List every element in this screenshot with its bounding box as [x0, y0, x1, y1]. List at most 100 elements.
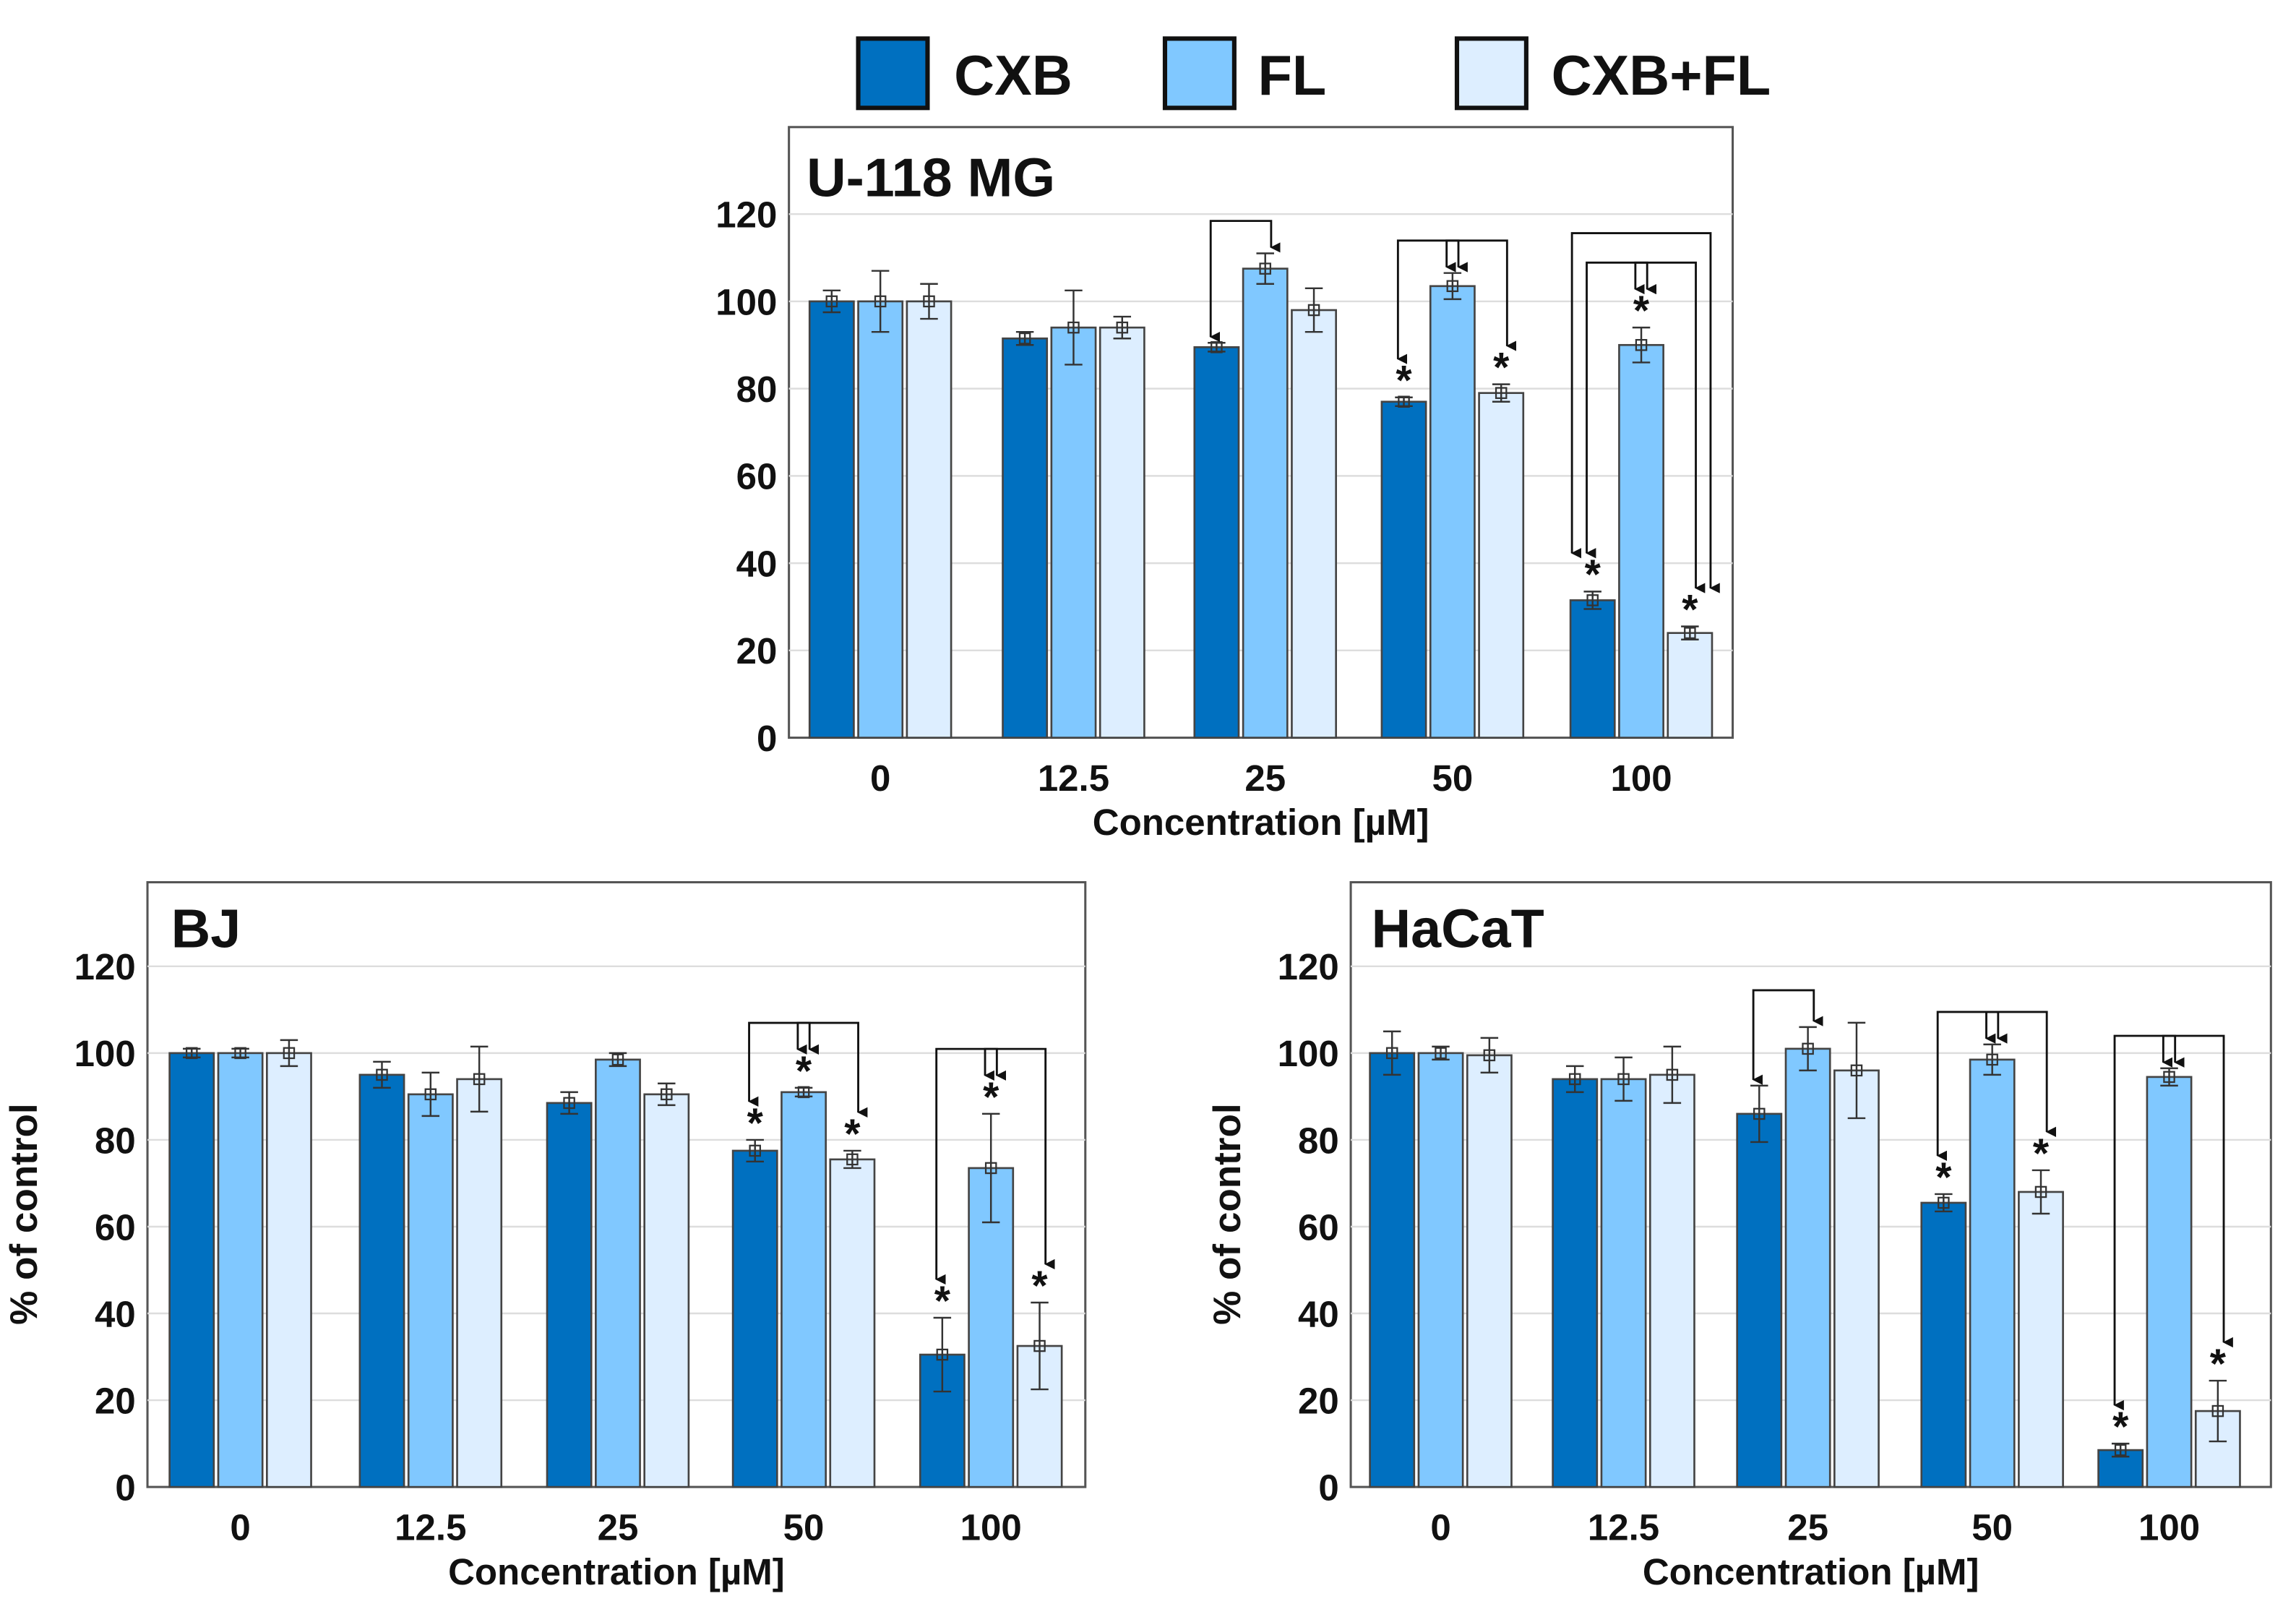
legend-swatch-cxb-fl — [1454, 36, 1528, 111]
significance-star: * — [1585, 552, 1601, 598]
significance-star: * — [1396, 358, 1412, 404]
bar-cxb — [1736, 1112, 1783, 1488]
significance-star: * — [1935, 1154, 1952, 1201]
mean-marker — [1398, 395, 1410, 408]
comparison-bracket — [935, 1047, 1007, 1285]
x-tick-label: 100 — [2138, 1507, 2200, 1548]
y-tick-label: 120 — [74, 946, 136, 987]
x-tick-label: 0 — [1430, 1507, 1450, 1548]
bar-cxb — [1552, 1078, 1599, 1488]
mean-marker — [1067, 321, 1080, 334]
bar-cxb — [1920, 1201, 1967, 1488]
x-tick-label: 50 — [1432, 758, 1473, 799]
x-axis-label: Concentration [µM] — [1643, 1551, 1979, 1592]
bar-fl — [781, 1091, 827, 1488]
bar-fl — [217, 1052, 264, 1488]
y-tick-label: 40 — [95, 1293, 136, 1334]
mean-marker — [1938, 1196, 1950, 1209]
y-tick-label: 100 — [1278, 1033, 1339, 1074]
bar-cxb-fl — [1291, 309, 1337, 739]
x-tick-label: 25 — [598, 1507, 639, 1548]
bar-cxb — [1380, 400, 1427, 739]
y-tick-label: 120 — [715, 194, 777, 236]
legend: CXB FL CXB+FL — [856, 36, 1771, 111]
mean-marker — [825, 295, 838, 308]
mean-marker — [2211, 1404, 2224, 1417]
bar-cxb — [1002, 337, 1049, 739]
mean-marker — [1684, 627, 1696, 639]
x-tick-label: 12.5 — [395, 1507, 466, 1548]
y-tick-label: 120 — [1278, 946, 1339, 987]
mean-marker — [376, 1068, 388, 1081]
significance-star: * — [747, 1100, 764, 1146]
bar-cxb — [1569, 599, 1616, 739]
mean-marker — [283, 1047, 296, 1060]
bar-cxb-fl — [1648, 1073, 1695, 1488]
significance-star: * — [983, 1074, 999, 1120]
x-tick-label: 100 — [960, 1507, 1022, 1548]
mean-marker — [1617, 1073, 1630, 1086]
mean-marker — [661, 1088, 673, 1101]
legend-label: FL — [1258, 45, 1327, 107]
x-axis-label: Concentration [µM] — [448, 1551, 785, 1592]
comparison-bracket — [1586, 261, 1657, 559]
bar-fl — [857, 300, 904, 739]
panel-u118mg: 0 20 40 60 80 100 120 U-118 MG 0 12.5 25 50 100 Conce… — [715, 126, 1734, 843]
bar-cxb — [168, 1052, 215, 1488]
y-tick-label: 80 — [736, 369, 778, 410]
y-tick-label: 60 — [95, 1206, 136, 1248]
mean-marker — [1495, 387, 1508, 399]
panel-hacat: 0 20 40 60 80 100 120 HaCaT 0 12.5 25 50 100 Concentr… — [1206, 880, 2272, 1592]
comparison-bracket — [984, 1047, 1055, 1270]
mean-marker — [563, 1097, 575, 1110]
bar-fl — [1429, 285, 1476, 739]
mean-marker — [1033, 1339, 1046, 1352]
x-tick-label: 100 — [1610, 758, 1672, 799]
bar-fl — [1969, 1058, 2016, 1488]
panel-title: U-118 MG — [807, 147, 1055, 208]
mean-marker — [2114, 1444, 2127, 1457]
mean-marker — [1116, 321, 1129, 334]
x-tick-label: 0 — [870, 758, 890, 799]
mean-marker — [846, 1153, 859, 1166]
y-axis-label: % of control — [1206, 1103, 1249, 1324]
y-tick-label: 20 — [736, 630, 778, 672]
bar-cxb — [1369, 1052, 1416, 1488]
mean-marker — [1435, 1047, 1447, 1060]
y-tick-label: 40 — [1298, 1293, 1339, 1334]
mean-marker — [1385, 1047, 1398, 1060]
comparison-bracket — [1752, 989, 1823, 1085]
x-tick-label: 50 — [783, 1507, 825, 1548]
y-tick-label: 80 — [1298, 1120, 1339, 1161]
comparison-bracket — [1985, 1011, 2057, 1138]
mean-marker — [1307, 304, 1320, 317]
legend-swatch-cxb — [856, 36, 930, 111]
y-tick-label: 40 — [736, 543, 778, 584]
mean-marker — [234, 1047, 246, 1060]
significance-star: * — [2033, 1131, 2050, 1177]
mean-marker — [749, 1144, 761, 1157]
comparison-bracket — [1209, 220, 1281, 343]
bar-fl — [1417, 1052, 1464, 1488]
bar-cxb-fl — [1833, 1069, 1880, 1488]
panel-title: BJ — [171, 898, 241, 958]
bar-cxb-fl — [643, 1093, 690, 1488]
bar-cxb-fl — [1098, 326, 1145, 739]
significance-star: * — [1031, 1263, 1048, 1309]
bar-fl — [2146, 1076, 2193, 1488]
bar-cxb-fl — [2018, 1191, 2064, 1488]
comparison-bracket — [1396, 239, 1468, 364]
legend-label: CXB+FL — [1552, 45, 1771, 107]
bar-fl — [407, 1093, 454, 1488]
significance-star: * — [1493, 345, 1510, 391]
bar-fl — [1050, 326, 1097, 739]
comparison-bracket — [1570, 232, 1720, 593]
significance-star: * — [2210, 1341, 2227, 1387]
significance-star: * — [934, 1278, 951, 1324]
x-tick-label: 25 — [1787, 1507, 1828, 1548]
significance-star: * — [2112, 1404, 2129, 1450]
x-axis-label: Concentration [µM] — [1093, 802, 1429, 843]
x-tick-label: 50 — [1972, 1507, 2013, 1548]
comparison-bracket — [1445, 239, 1517, 351]
